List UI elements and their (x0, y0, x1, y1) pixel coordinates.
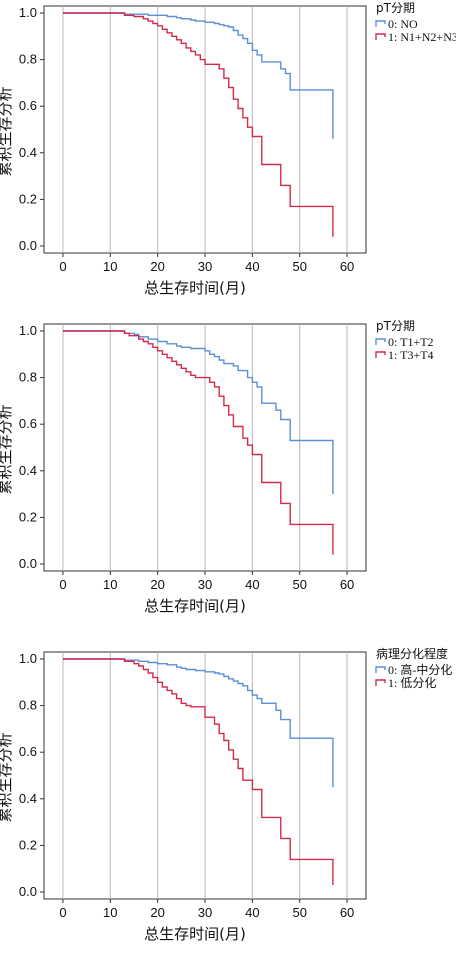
x-tick-label: 10 (103, 905, 117, 920)
y-tick-label: 0.6 (19, 416, 37, 431)
y-tick-label: 0.2 (19, 191, 37, 206)
km-chart-1: 0 10 20 30 40 50 60 0.0 0.2 0.4 0.6 0.8 1.0 总生存时间(月) 累… (0, 319, 434, 615)
y-tick-label: 0.0 (19, 884, 37, 899)
y-axis-label: 累积生存分析 (0, 732, 14, 822)
y-tick-label: 0.6 (19, 744, 37, 759)
legend-swatch-0 (375, 666, 386, 673)
x-tick-label: 50 (292, 259, 306, 274)
y-tick-label: 0.6 (19, 98, 37, 113)
y-axis-label: 累积生存分析 (0, 86, 14, 176)
legend-title: pT分期 (376, 319, 415, 333)
series-line-1 (62, 330, 334, 555)
series-line-0 (62, 658, 334, 788)
x-tick-label: 60 (340, 259, 354, 274)
x-tick-label: 20 (150, 905, 164, 920)
x-axis-label: 总生存时间(月) (144, 279, 246, 297)
legend-title: pT分期 (376, 1, 415, 15)
x-tick-label: 30 (198, 577, 212, 592)
x-axis-label: 总生存时间(月) (144, 925, 246, 943)
legend-title: 病理分化程度 (376, 646, 448, 661)
legend-swatch-0 (375, 20, 386, 27)
x-tick-label: 20 (150, 259, 164, 274)
legend-swatch-1 (375, 679, 386, 686)
series-line-1 (62, 658, 334, 885)
y-tick-label: 0.0 (19, 238, 37, 253)
y-tick-label: 0.4 (19, 791, 37, 806)
legend-item-0: 0: 高-中分化 (388, 662, 452, 677)
y-tick-label: 0.2 (19, 509, 37, 524)
legend-item-1: 1: N1+N2+N3 (388, 30, 456, 44)
x-tick-label: 60 (340, 905, 354, 920)
y-tick-label: 0.8 (19, 698, 37, 713)
x-tick-label: 0 (59, 259, 66, 274)
x-tick-label: 60 (340, 577, 354, 592)
series-line-0 (62, 12, 334, 139)
series-line-1 (62, 12, 334, 237)
y-tick-label: 0.2 (19, 837, 37, 852)
x-tick-label: 40 (245, 259, 259, 274)
x-tick-label: 10 (103, 577, 117, 592)
y-tick-label: 0.4 (19, 463, 37, 478)
legend-swatch-0 (375, 338, 386, 345)
x-axis-label: 总生存时间(月) (144, 597, 246, 615)
x-tick-label: 0 (59, 577, 66, 592)
legend-item-1: 1: T3+T4 (388, 348, 434, 362)
series-line-0 (62, 330, 334, 495)
x-tick-label: 20 (150, 577, 164, 592)
y-tick-label: 1.0 (19, 323, 37, 338)
km-chart-2: 0 10 20 30 40 50 60 0.0 0.2 0.4 0.6 0.8 1.0 总生存时间(月) 累… (0, 646, 452, 943)
x-tick-label: 0 (59, 905, 66, 920)
y-tick-label: 0.4 (19, 145, 37, 160)
y-axis-label: 累积生存分析 (0, 404, 14, 494)
x-tick-label: 30 (198, 259, 212, 274)
x-tick-label: 10 (103, 259, 117, 274)
y-tick-label: 1.0 (19, 651, 37, 666)
y-tick-label: 0.8 (19, 52, 37, 67)
legend-swatch-1 (375, 351, 386, 358)
legend-item-0: 0: NO (388, 17, 418, 31)
y-tick-label: 1.0 (19, 5, 37, 20)
x-tick-label: 50 (292, 577, 306, 592)
km-chart-0: 0 10 20 30 40 50 60 0.0 0.2 0.4 0.6 0.8 1.0 总生存时间(月) 累… (0, 1, 456, 297)
legend-swatch-1 (375, 33, 386, 40)
y-tick-label: 0.8 (19, 370, 37, 385)
x-tick-label: 50 (292, 905, 306, 920)
legend-item-1: 1: 低分化 (388, 676, 436, 690)
y-tick-label: 0.0 (19, 556, 37, 571)
legend-item-0: 0: T1+T2 (388, 335, 434, 349)
x-tick-label: 40 (245, 905, 259, 920)
x-tick-label: 40 (245, 577, 259, 592)
x-tick-label: 30 (198, 905, 212, 920)
